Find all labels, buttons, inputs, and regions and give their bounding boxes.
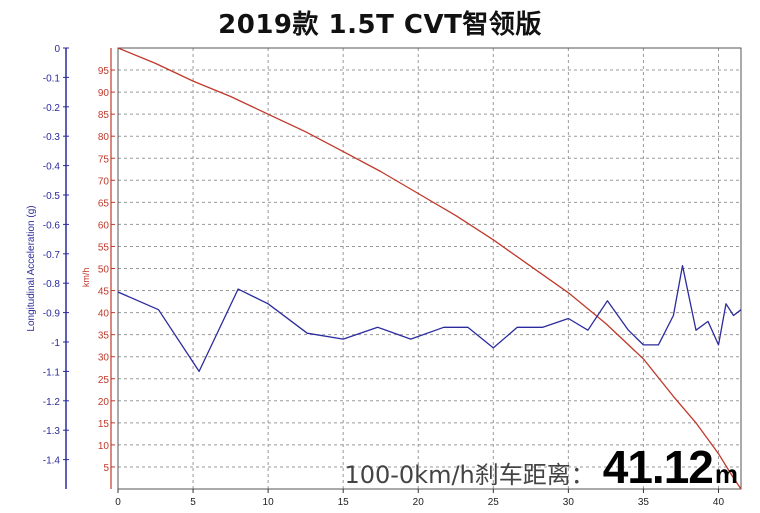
x-tick-label: 0 <box>115 497 121 508</box>
accel-tick-label: 0 <box>54 44 60 55</box>
accel-tick-label: -0.4 <box>43 162 61 173</box>
speed-tick-label: 30 <box>98 353 110 364</box>
braking-distance-unit: m <box>714 459 738 489</box>
speed-tick-label: 40 <box>98 309 110 320</box>
accel-tick-label: -0.7 <box>43 250 61 261</box>
accel-axis-label: Longitudinal Acceleration (g) <box>26 205 37 331</box>
speed-series-line <box>117 47 742 490</box>
x-tick-label: 40 <box>713 497 725 508</box>
accel-tick-label: -0.9 <box>43 309 61 320</box>
accel-tick-label: -0.6 <box>43 220 61 231</box>
speed-tick-label: 5 <box>103 463 109 474</box>
braking-distance-value: 41.12 <box>602 441 714 493</box>
accel-tick-label: -0.5 <box>43 191 61 202</box>
acceleration-series-line <box>117 264 742 373</box>
x-tick-label: 20 <box>413 497 425 508</box>
accel-tick-label: -1 <box>51 338 60 349</box>
accel-tick-label: -1.4 <box>43 456 61 467</box>
speed-tick-label: 75 <box>98 154 110 165</box>
accel-tick-label: -0.1 <box>43 73 61 84</box>
speed-tick-label: 95 <box>98 66 110 77</box>
speed-tick-label: 35 <box>98 331 110 342</box>
braking-distance-label: 100-0km/h刹车距离： <box>344 461 595 489</box>
accel-tick-label: -1.3 <box>43 426 61 437</box>
x-tick-label: 5 <box>190 497 196 508</box>
speed-tick-label: 15 <box>98 419 110 430</box>
accel-tick-label: -0.3 <box>43 132 61 143</box>
speed-tick-label: 50 <box>98 265 110 276</box>
x-tick-label: 30 <box>563 497 575 508</box>
chart-title: 2019款 1.5T CVT智领版 <box>218 10 542 40</box>
x-tick-label: 10 <box>263 497 275 508</box>
speed-tick-label: 70 <box>98 176 110 187</box>
accel-tick-label: -1.1 <box>43 367 61 378</box>
speed-tick-label: 85 <box>98 110 110 121</box>
x-tick-label: 35 <box>638 497 650 508</box>
speed-tick-label: 45 <box>98 287 110 298</box>
accel-tick-label: -0.2 <box>43 103 61 114</box>
x-tick-label: 15 <box>338 497 350 508</box>
speed-axis-label: km/h <box>81 268 91 288</box>
accel-tick-label: -1.2 <box>43 397 61 408</box>
speed-tick-label: 25 <box>98 375 110 386</box>
speed-tick-label: 10 <box>98 441 110 452</box>
x-tick-label: 25 <box>488 497 500 508</box>
speed-tick-label: 55 <box>98 242 110 253</box>
braking-distance-annotation: 100-0km/h刹车距离： 41.12 m <box>344 440 738 494</box>
speed-tick-label: 20 <box>98 397 110 408</box>
speed-tick-label: 80 <box>98 132 110 143</box>
speed-tick-label: 60 <box>98 220 110 231</box>
plot-frame <box>117 47 742 490</box>
speed-tick-label: 65 <box>98 198 110 209</box>
accel-tick-label: -0.8 <box>43 279 61 290</box>
speed-tick-label: 90 <box>98 88 110 99</box>
